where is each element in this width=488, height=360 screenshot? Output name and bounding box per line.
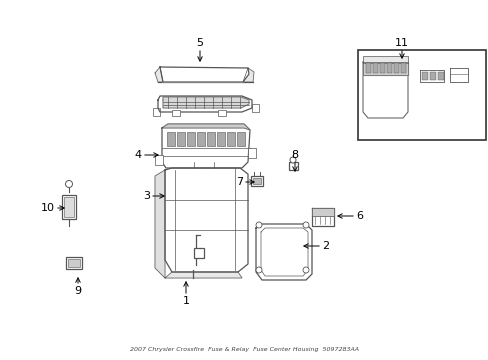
Circle shape [256,222,262,228]
Bar [400,63,405,73]
Bar [66,257,82,269]
Circle shape [303,267,308,273]
Bar [250,176,263,186]
Polygon shape [163,97,248,108]
Bar [311,208,333,216]
Circle shape [65,180,72,188]
Polygon shape [419,70,443,82]
Polygon shape [164,272,242,278]
Bar [177,132,184,146]
Bar [186,132,195,146]
Bar [372,63,377,73]
Bar [421,72,427,80]
Polygon shape [162,124,249,130]
Bar [155,155,163,165]
Polygon shape [243,68,253,82]
Text: 2: 2 [303,241,328,251]
Bar [167,132,175,146]
Circle shape [289,157,295,163]
Text: 10: 10 [41,203,64,213]
Bar [197,132,204,146]
Text: 5: 5 [196,38,203,61]
Polygon shape [162,124,249,168]
Polygon shape [256,224,311,280]
Bar [251,104,259,112]
Polygon shape [158,96,251,112]
Polygon shape [362,62,407,118]
Polygon shape [449,68,467,82]
Polygon shape [155,67,163,82]
Text: 2007 Chrysler Crossfire  Fuse & Relay  Fuse Center Housing  5097283AA: 2007 Chrysler Crossfire Fuse & Relay Fus… [129,347,358,352]
Polygon shape [311,208,333,226]
Bar [429,72,435,80]
Text: 1: 1 [182,282,189,306]
Bar [64,197,74,217]
Bar [252,178,261,184]
Bar [288,162,297,170]
Text: 8: 8 [291,150,298,171]
Bar [237,132,244,146]
Bar [153,108,160,116]
Polygon shape [261,228,307,276]
Bar [226,132,235,146]
Bar [379,63,384,73]
Bar [362,56,407,63]
Bar [62,195,76,219]
Bar [206,132,215,146]
Bar [172,110,180,116]
Polygon shape [164,168,247,272]
Polygon shape [362,62,407,75]
Bar [217,132,224,146]
Bar [357,50,485,140]
Text: 7: 7 [235,177,254,187]
Polygon shape [160,67,248,82]
Bar [68,259,80,267]
Bar [194,248,203,258]
Circle shape [256,267,262,273]
Circle shape [303,222,308,228]
Bar [393,63,398,73]
Polygon shape [155,170,164,278]
Text: 6: 6 [337,211,362,221]
Bar [386,63,391,73]
Text: 4: 4 [135,150,158,160]
Text: 3: 3 [142,191,164,201]
Text: 9: 9 [74,278,81,296]
Bar [365,63,370,73]
Bar [437,72,443,80]
Bar [218,110,225,116]
Text: 11: 11 [394,38,408,58]
Bar [247,148,256,158]
